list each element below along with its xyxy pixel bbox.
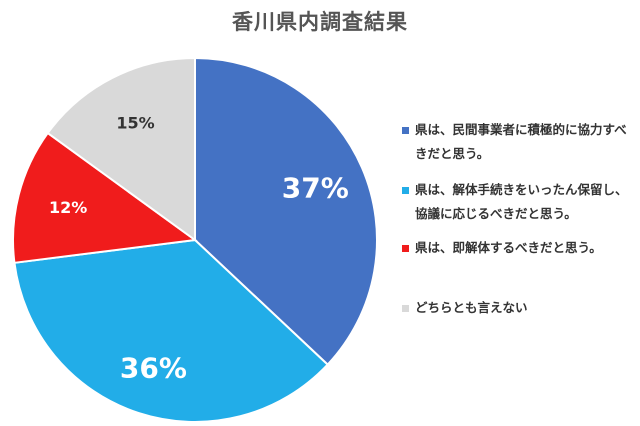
pie-slice-demolish [12,131,198,264]
legend-item-demolish: 県は、即解体するべきだと思う。 [402,236,638,260]
legend-swatch-demolish [402,245,409,252]
legend-swatch-undecided [402,305,409,312]
legend-label-undecided: どちらとも言えない [415,300,528,315]
data-label-suspend: 36% [120,352,187,385]
data-label-undecided: 15% [116,114,154,133]
legend-item-undecided: どちらとも言えない [402,296,638,320]
pie-slice-suspend [13,238,330,423]
legend-item-cooperate: 県は、民間事業者に積極的に協力すべきだと思う。 [402,118,638,166]
legend-label-demolish: 県は、即解体するべきだと思う。 [415,240,602,255]
pie-slice-undecided [46,56,196,242]
legend-swatch-suspend [402,187,409,194]
data-label-demolish: 12% [49,198,87,217]
legend-label-cooperate: 県は、民間事業者に積極的に協力すべきだと思う。 [415,122,627,161]
legend-label-suspend: 県は、解体手続きをいったん保留し、協議に応じるべきだと思う。 [415,182,628,221]
pie-slice-cooperate [194,56,378,367]
legend-swatch-cooperate [402,127,409,134]
chart-title: 香川県内調査結果 [232,10,408,34]
legend-item-suspend: 県は、解体手続きをいったん保留し、協議に応じるべきだと思う。 [402,178,638,226]
data-label-cooperate: 37% [282,172,349,205]
